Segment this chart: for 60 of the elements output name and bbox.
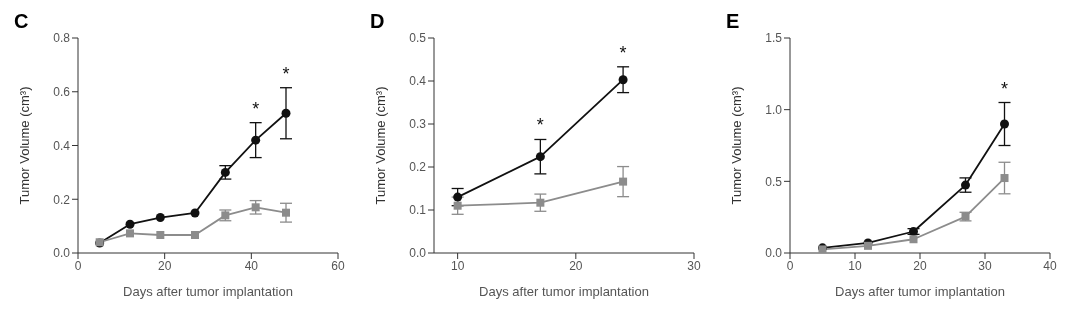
x-tick-label: 0 — [786, 258, 794, 273]
point — [619, 177, 628, 186]
point — [125, 219, 135, 229]
y-tick-label: 0.0 — [409, 246, 427, 261]
x-tick-label: 60 — [331, 258, 345, 273]
point — [281, 108, 291, 118]
point — [1000, 174, 1009, 183]
y-axis-title: Tumor Volume (cm³) — [16, 86, 32, 205]
x-tick-label: 40 — [244, 258, 259, 273]
y-tick-label: 0.8 — [53, 31, 71, 46]
point — [156, 230, 165, 239]
y-tick-label: 0.4 — [409, 74, 427, 89]
point — [282, 208, 290, 217]
point — [190, 208, 200, 218]
y-tick-label: 1.5 — [765, 31, 783, 46]
chart-title: D — [370, 10, 385, 33]
chart-title: E — [726, 10, 740, 33]
point — [453, 192, 463, 202]
point — [126, 229, 134, 238]
annotation: * — [1000, 78, 1009, 99]
y-axis-title: Tumor Volume (cm³) — [372, 86, 388, 205]
annotation: * — [619, 42, 627, 63]
point — [909, 235, 918, 244]
x-tick-label: 10 — [848, 258, 862, 273]
y-tick-label: 0.3 — [409, 117, 427, 132]
x-axis-title: Days after tumor implantation — [123, 284, 293, 299]
point — [535, 152, 545, 162]
annotation: * — [252, 98, 260, 119]
chart-title: C — [14, 10, 29, 33]
y-tick-label: 0.1 — [409, 203, 427, 218]
point — [1000, 119, 1009, 129]
x-axis-title: Days after tumor implantation — [835, 284, 1005, 299]
point — [618, 75, 628, 85]
y-tick-label: 0.5 — [409, 31, 427, 46]
annotation: * — [282, 63, 290, 84]
point — [536, 198, 545, 207]
point — [155, 213, 165, 223]
point — [453, 201, 462, 210]
x-tick-label: 40 — [1043, 258, 1057, 273]
y-tick-label: 0.0 — [53, 246, 71, 261]
y-tick-label: 0.6 — [53, 85, 71, 100]
x-tick-label: 10 — [450, 258, 465, 273]
y-tick-label: 0.2 — [53, 192, 71, 207]
annotation: * — [536, 115, 544, 136]
x-tick-label: 20 — [157, 258, 172, 273]
y-tick-label: 0.2 — [409, 160, 427, 175]
y-tick-label: 0.0 — [765, 246, 783, 261]
point — [191, 230, 199, 239]
x-tick-label: 20 — [913, 258, 927, 273]
point — [251, 135, 261, 145]
y-tick-label: 0.4 — [53, 138, 71, 153]
x-tick-label: 0 — [74, 258, 82, 273]
point — [251, 203, 260, 212]
x-tick-label: 20 — [569, 258, 583, 273]
x-axis-title: Days after tumor implantation — [479, 284, 649, 299]
x-tick-label: 30 — [978, 258, 992, 273]
y-axis-title: Tumor Volume (cm³) — [728, 86, 744, 205]
y-tick-label: 0.5 — [765, 174, 783, 189]
y-tick-label: 1.0 — [765, 102, 783, 117]
x-tick-label: 30 — [687, 258, 701, 273]
